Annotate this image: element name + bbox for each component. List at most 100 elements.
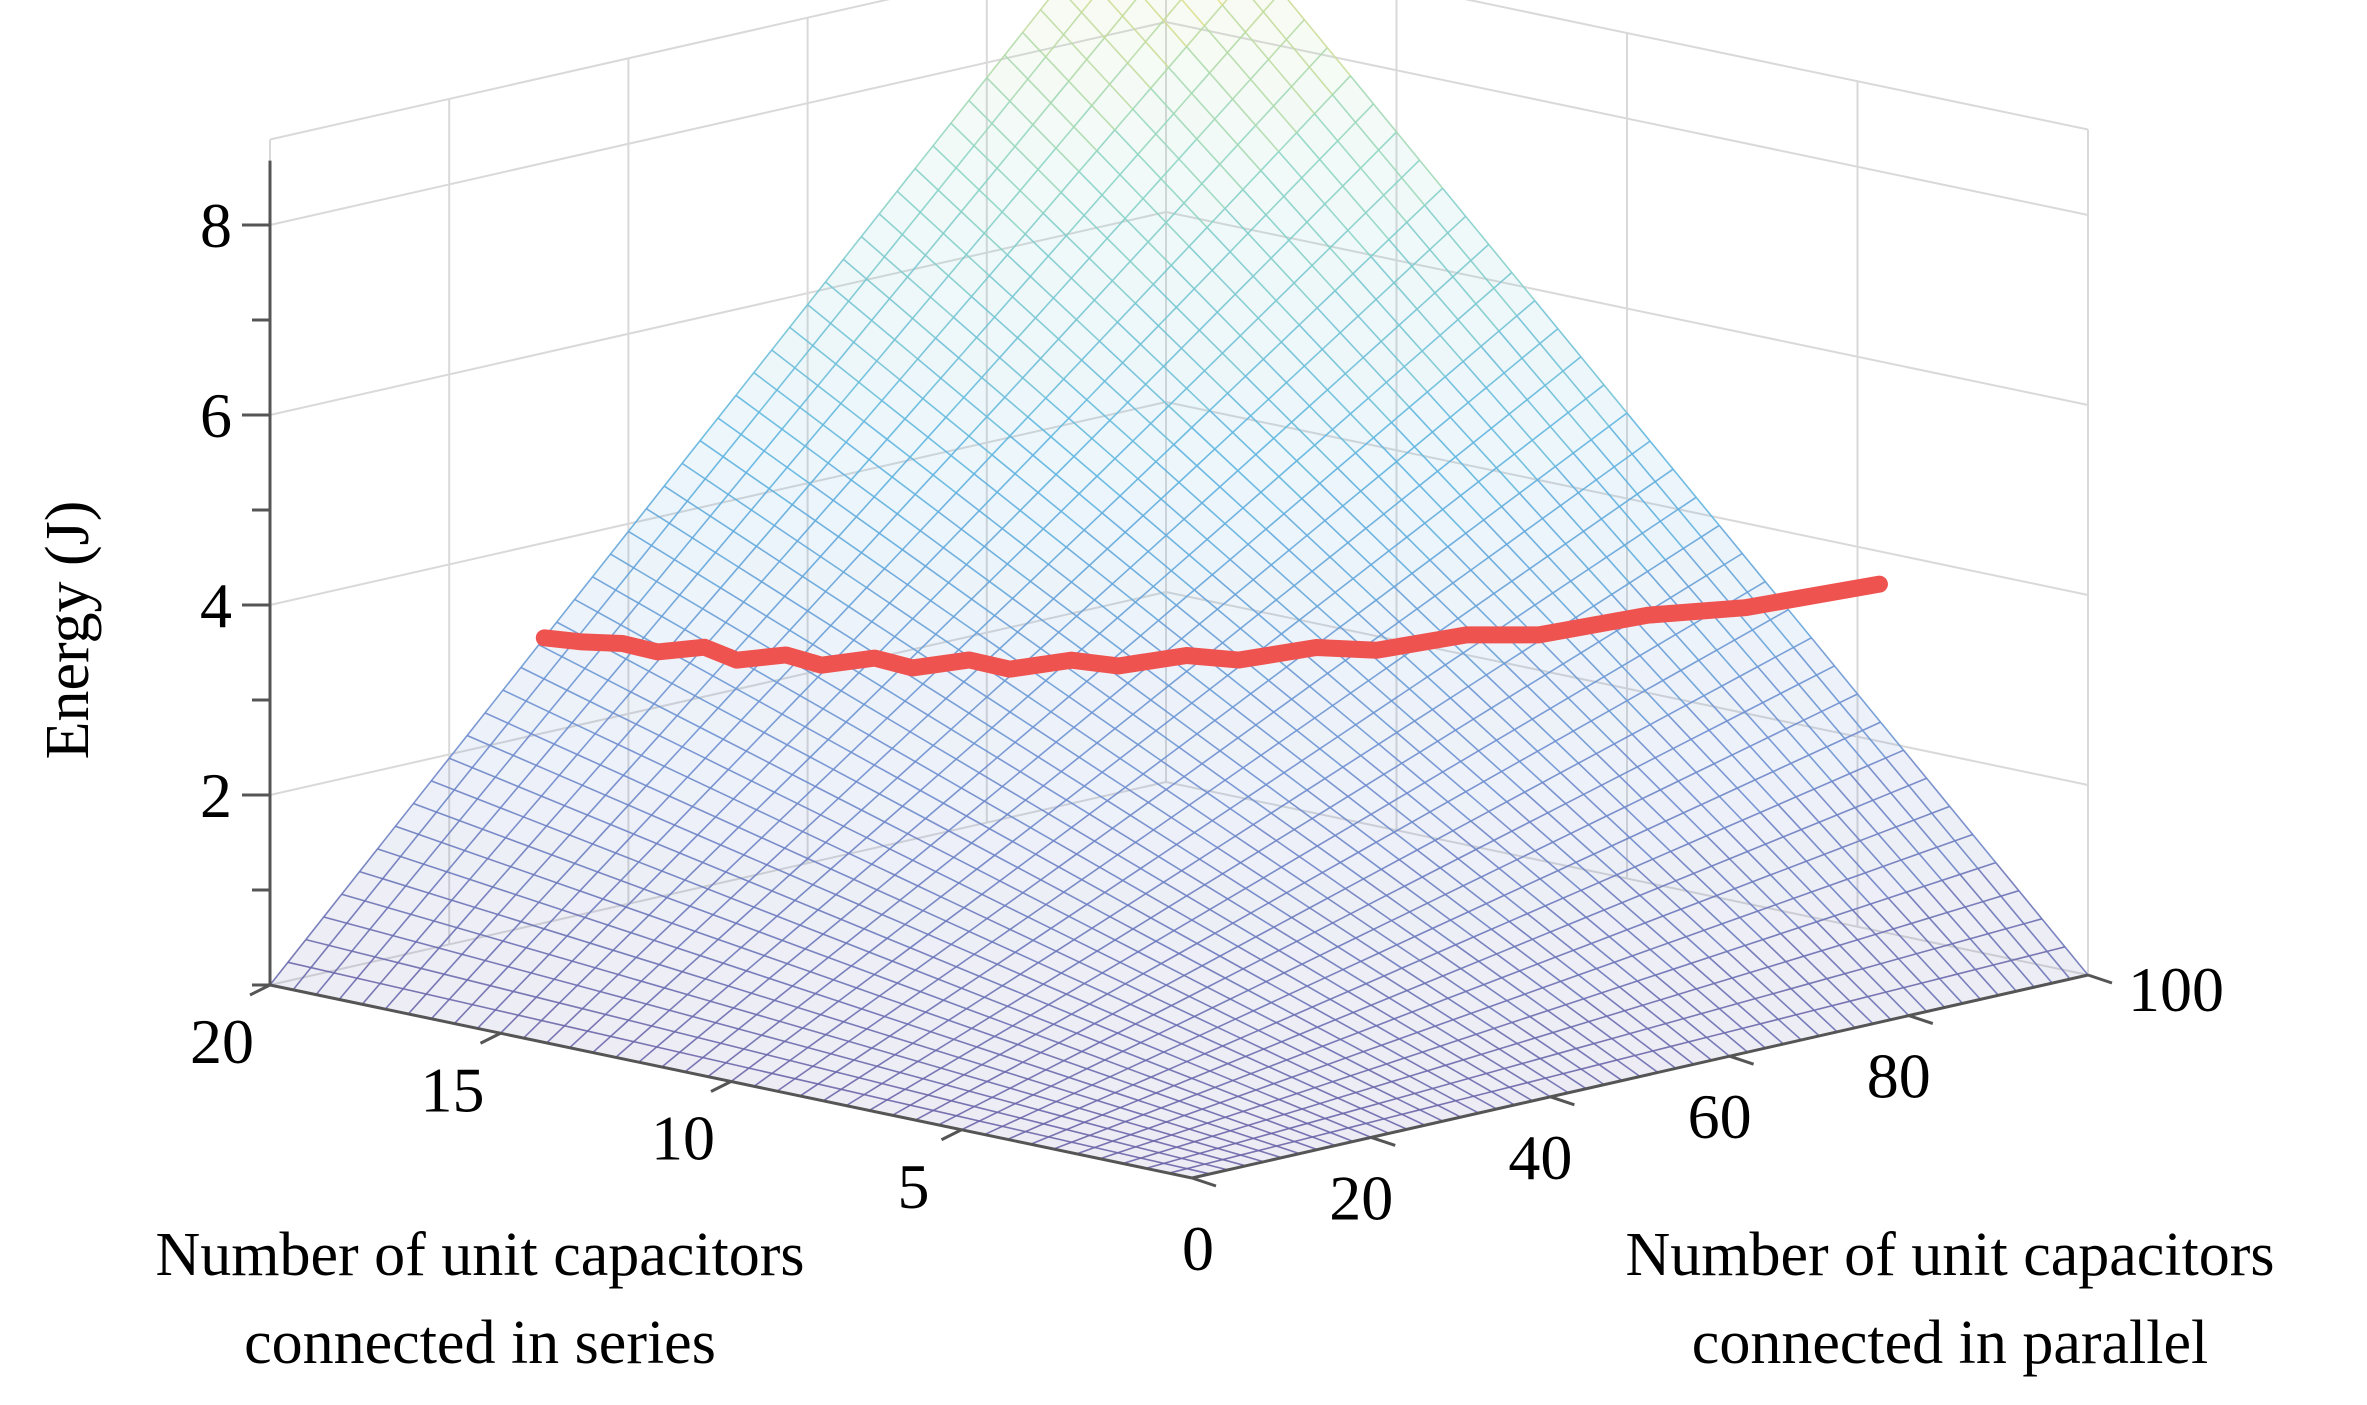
wire-parallel (935, 337, 1029, 418)
surface-patch (1396, 936, 1438, 961)
wire-parallel (1221, 4, 1316, 115)
surface-patch (1086, 37, 1128, 85)
surface-patch (1284, 1108, 1326, 1124)
surface-patch (561, 890, 603, 918)
surface-patch (551, 834, 593, 864)
wire-parallel (1467, 685, 1562, 774)
surface-patch (1253, 258, 1295, 301)
surface-patch (981, 357, 1023, 398)
surface-patch (1504, 887, 1546, 914)
surface-patch (748, 864, 790, 891)
surface-patch (1258, 1022, 1300, 1042)
surface-patch (1373, 1081, 1415, 1099)
surface-patch (1145, 366, 1187, 406)
wire-parallel (1234, 835, 1329, 899)
surface-patch (1942, 874, 1984, 908)
surface-patch (574, 576, 616, 613)
wire-parallel (538, 644, 632, 693)
surface-patch (1335, 273, 1377, 317)
surface-patch (1084, 512, 1126, 549)
surface-patch (1299, 846, 1341, 873)
wire-parallel (784, 1040, 878, 1068)
surface-patch (546, 805, 588, 835)
wire-parallel (1278, 1098, 1372, 1139)
surface-patch (1698, 650, 1740, 687)
wire-parallel (1025, 1130, 1118, 1154)
surface-patch (1219, 737, 1261, 768)
surface-patch (1575, 1043, 1617, 1065)
surface-patch (950, 100, 992, 146)
surface-patch (1168, 388, 1210, 428)
surface-patch (1527, 1078, 1569, 1097)
surface-patch (925, 233, 967, 276)
surface-patch (1808, 746, 1850, 782)
surface-patch (1245, 359, 1287, 400)
surface-patch (334, 951, 375, 979)
wire-parallel (720, 587, 814, 646)
wire-parallel (960, 787, 1054, 842)
surface-patch (1563, 652, 1605, 688)
surface-patch (1911, 917, 1953, 949)
surface-patch (1581, 1064, 1623, 1085)
surface-patch (1604, 666, 1645, 701)
wire-parallel (812, 643, 906, 702)
surface-patch (1163, 1043, 1205, 1062)
surface-patch (1414, 928, 1456, 953)
surface-patch (731, 1068, 772, 1087)
surface-patch (1130, 802, 1172, 830)
surface-patch (1327, 888, 1369, 914)
surface-patch (1219, 144, 1261, 190)
surface-patch (1545, 663, 1587, 698)
wire-parallel (896, 190, 990, 277)
surface-patch (1353, 564, 1395, 601)
surface-patch (433, 900, 475, 928)
surface-patch (743, 837, 785, 865)
surface-patch (1739, 666, 1781, 703)
surface-patch (431, 999, 473, 1024)
surface-patch (656, 1031, 698, 1053)
surface-patch (1650, 943, 1692, 970)
surface-patch (671, 663, 713, 696)
surface-patch (992, 435, 1033, 474)
wire-parallel (978, 772, 1072, 829)
surface-patch (1227, 661, 1269, 694)
surface-patch (751, 978, 793, 1001)
surface-patch (1158, 307, 1200, 349)
wire-parallel (1404, 1057, 1498, 1110)
surface-patch (1473, 929, 1515, 954)
surface-patch (1171, 555, 1213, 591)
surface-patch (1516, 300, 1558, 344)
surface-patch (1186, 370, 1228, 411)
surface-patch (1586, 676, 1628, 711)
surface-patch (1481, 868, 1523, 896)
surface-patch (1153, 817, 1195, 845)
wire-parallel (341, 893, 435, 922)
surface-patch (1309, 673, 1351, 706)
surface-patch (1222, 0, 1264, 33)
surface-patch (1194, 1007, 1236, 1028)
surface-patch (1327, 660, 1369, 694)
surface-patch (1522, 1058, 1564, 1079)
y-tick (1191, 1176, 1217, 1188)
surface-patch (976, 317, 1018, 358)
surface-patch (1885, 987, 1927, 1016)
wire-parallel (1690, 962, 1784, 1045)
surface-patch (1465, 781, 1507, 812)
surface-patch (1061, 171, 1103, 216)
wire-parallel (1222, 1045, 1316, 1089)
surface-patch (1601, 986, 1643, 1011)
wire-parallel (1022, 1061, 1116, 1094)
surface-patch (994, 296, 1036, 338)
surface-patch (1509, 399, 1551, 441)
surface-patch (1222, 1038, 1264, 1057)
wire-parallel (937, 511, 1031, 583)
surface-patch (1744, 939, 1786, 968)
surface-patch (1637, 481, 1679, 522)
surface-patch (1463, 640, 1505, 676)
surface-patch (1337, 122, 1379, 169)
wire-parallel (379, 982, 473, 1006)
surface-patch (1803, 711, 1845, 747)
x-axis-label-line2: connected in series (244, 1309, 716, 1377)
surface-patch (1296, 445, 1338, 484)
surface-patch (1399, 1032, 1441, 1053)
